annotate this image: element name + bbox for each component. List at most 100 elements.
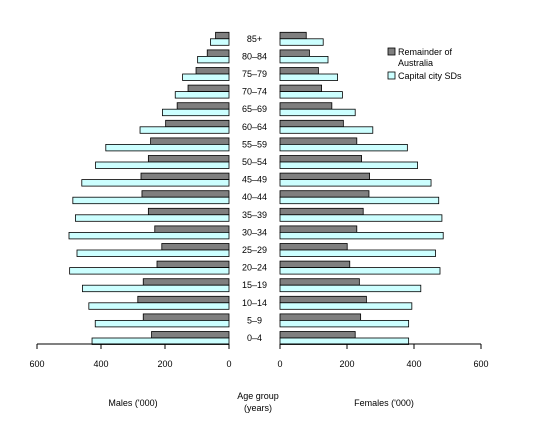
bar-female-capital-25-29 — [279, 249, 436, 257]
bar-male-remainder-45-49 — [140, 172, 230, 181]
bar-male-remainder-80-84 — [206, 49, 230, 57]
bar-male-remainder-35-39 — [147, 207, 230, 216]
bar-female-remainder-60-64 — [279, 119, 344, 128]
legend-label-remainder-line2: Australia — [398, 58, 433, 68]
bar-male-remainder-0-4 — [151, 331, 230, 339]
bar-female-capital-80-84 — [279, 56, 329, 64]
right-tick-label-200: 200 — [339, 359, 354, 369]
bar-female-remainder-65-69 — [279, 102, 333, 110]
bar-male-remainder-30-34 — [154, 225, 230, 233]
bar-male-remainder-60-64 — [165, 119, 230, 128]
bar-male-capital-50-54 — [95, 161, 230, 169]
bar-female-remainder-30-34 — [279, 225, 358, 233]
ticks-group: 600 400 200 0 0 200 400 600 — [29, 344, 489, 369]
bar-male-capital-75-79 — [182, 73, 230, 81]
bar-female-capital-5-9 — [279, 319, 410, 328]
bar-male-remainder-75-79 — [195, 67, 230, 75]
bar-male-capital-55-59 — [105, 143, 230, 152]
bar-male-capital-35-39 — [75, 214, 230, 222]
bar-male-capital-65-69 — [162, 108, 230, 117]
bar-male-capital-15-19 — [82, 284, 230, 293]
bar-male-remainder-85-plus — [215, 31, 230, 40]
left-tick-label-200: 200 — [157, 359, 172, 369]
left-tick-label-600: 600 — [29, 359, 44, 369]
bar-female-remainder-50-54 — [279, 155, 362, 163]
left-tick-label-400: 400 — [93, 359, 108, 369]
age-label-15-19: 15–19 — [242, 280, 267, 290]
age-label-65-69: 65–69 — [242, 104, 267, 114]
bar-male-remainder-40-44 — [141, 190, 230, 198]
age-label-60-64: 60–64 — [242, 122, 267, 132]
bar-female-capital-50-54 — [279, 161, 419, 169]
bar-male-remainder-10-14 — [137, 295, 230, 304]
bar-female-remainder-10-14 — [279, 295, 367, 304]
bar-female-remainder-55-59 — [279, 137, 358, 145]
left-axis-label: Males ('000) — [108, 398, 157, 408]
bar-male-remainder-5-9 — [142, 313, 230, 321]
bar-female-capital-45-49 — [279, 179, 432, 187]
bar-male-remainder-55-59 — [150, 137, 230, 145]
bar-male-capital-85-plus — [210, 38, 230, 46]
bar-female-remainder-5-9 — [279, 313, 362, 321]
legend-label-remainder-line1: Remainder of — [398, 47, 453, 57]
bar-female-capital-60-64 — [279, 126, 374, 134]
bar-female-remainder-35-39 — [279, 207, 364, 216]
age-labels-group: 0–4 5–9 10–14 15–19 20–24 25–29 30–34 35–39 40–4… — [242, 34, 267, 343]
bar-male-remainder-70-74 — [187, 84, 230, 92]
bar-female-capital-40-44 — [279, 196, 440, 205]
age-label-50-54: 50–54 — [242, 157, 267, 167]
age-label-55-59: 55–59 — [242, 139, 267, 149]
legend-swatch-capital — [387, 71, 396, 80]
bar-male-remainder-20-24 — [156, 260, 230, 269]
age-label-0-4: 0–4 — [247, 333, 262, 343]
bar-female-remainder-80-84 — [279, 49, 310, 57]
left-tick-label-0: 0 — [226, 359, 231, 369]
age-label-85-plus: 85+ — [247, 34, 262, 44]
bar-female-capital-10-14 — [279, 302, 413, 310]
bar-female-remainder-45-49 — [279, 172, 370, 181]
bar-female-remainder-20-24 — [279, 260, 351, 269]
bar-female-remainder-25-29 — [279, 243, 348, 251]
category-axis-label-line1: Age group — [237, 391, 279, 401]
legend-swatch-remainder — [387, 47, 396, 56]
bar-female-capital-65-69 — [279, 108, 356, 117]
legend-label-capital: Capital city SDs — [398, 71, 462, 81]
bar-female-capital-70-74 — [279, 91, 343, 99]
bar-female-capital-55-59 — [279, 143, 408, 152]
bar-female-capital-20-24 — [279, 267, 441, 275]
bar-male-capital-40-44 — [72, 196, 230, 205]
right-tick-label-600: 600 — [473, 359, 488, 369]
bar-female-remainder-70-74 — [279, 84, 322, 92]
bar-male-remainder-50-54 — [147, 155, 230, 163]
bar-female-remainder-85-plus — [279, 31, 307, 40]
age-label-30-34: 30–34 — [242, 227, 267, 237]
age-label-35-39: 35–39 — [242, 210, 267, 220]
age-label-45-49: 45–49 — [242, 175, 267, 185]
bar-male-capital-45-49 — [81, 179, 230, 187]
bar-male-remainder-15-19 — [142, 278, 230, 286]
bar-male-remainder-65-69 — [176, 102, 230, 110]
bar-female-remainder-40-44 — [279, 190, 370, 198]
age-label-5-9: 5–9 — [247, 315, 262, 325]
age-label-75-79: 75–79 — [242, 69, 267, 79]
age-label-80-84: 80–84 — [242, 51, 267, 61]
legend: Remainder of Australia Capital city SDs — [387, 47, 462, 81]
bar-male-capital-70-74 — [174, 91, 230, 99]
right-tick-label-400: 400 — [406, 359, 421, 369]
bar-male-remainder-25-29 — [161, 243, 230, 251]
bar-female-capital-75-79 — [279, 73, 338, 81]
category-axis-label-line2: (years) — [244, 403, 272, 413]
bar-female-remainder-15-19 — [279, 278, 360, 286]
bar-female-capital-30-34 — [279, 231, 444, 240]
bar-male-capital-25-29 — [76, 249, 230, 257]
bars-group — [68, 31, 444, 345]
right-tick-label-0: 0 — [277, 359, 282, 369]
bar-female-remainder-75-79 — [279, 67, 319, 75]
age-label-25-29: 25–29 — [242, 245, 267, 255]
bar-male-capital-10-14 — [88, 302, 230, 310]
age-label-10-14: 10–14 — [242, 298, 267, 308]
bar-male-capital-5-9 — [94, 319, 230, 328]
bar-male-capital-20-24 — [69, 267, 230, 275]
bar-male-capital-30-34 — [68, 231, 230, 240]
age-label-70-74: 70–74 — [242, 87, 267, 97]
